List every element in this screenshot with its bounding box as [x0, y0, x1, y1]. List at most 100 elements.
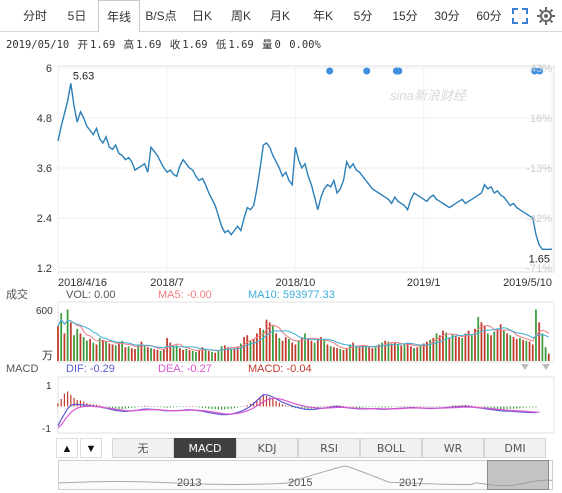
volume-bar	[422, 343, 425, 361]
indicator-tab-dmi[interactable]: DMI	[484, 438, 546, 458]
macd-hist-bar	[419, 406, 422, 407]
info-vol-label: 量	[262, 39, 273, 51]
tab-yearly-k[interactable]: 年K	[312, 9, 333, 23]
macd-hist-bar	[134, 406, 136, 408]
volume-bar	[316, 338, 319, 361]
tab-30min[interactable]: 30分	[434, 9, 460, 23]
tab-5day[interactable]: 5日	[67, 9, 87, 23]
volume-bar	[82, 337, 85, 361]
navigator-overview: 2013 2015 2017	[59, 465, 552, 489]
volume-collapse-down-icon-2[interactable]	[542, 364, 550, 370]
volume-bar	[214, 352, 217, 361]
event-marker-dot	[326, 67, 334, 75]
volume-bar	[483, 326, 486, 361]
volume-bar	[326, 344, 329, 361]
volume-bar	[397, 344, 399, 361]
macd-hist-bar	[333, 405, 335, 407]
price-pct-tick-label: -71%	[526, 263, 552, 275]
navigator-line	[59, 465, 552, 487]
tab-15min[interactable]: 15分	[392, 9, 418, 23]
max-price-label: 5.63	[73, 70, 94, 82]
macd-hist-bar	[166, 406, 168, 408]
volume-bar	[541, 333, 544, 361]
tab-monthly-k[interactable]: 月K	[269, 9, 290, 23]
macd-hist-bar	[265, 395, 268, 407]
volume-bar	[114, 345, 117, 361]
macd-hist-bar	[355, 406, 357, 408]
tab-5min[interactable]: 5分	[353, 9, 373, 23]
fullscreen-icon[interactable]	[510, 6, 530, 26]
indicator-tab-kdj[interactable]: KDJ	[236, 438, 298, 458]
event-dots	[326, 67, 544, 75]
macd-y-top: 1	[46, 381, 52, 392]
volume-bar	[63, 333, 66, 361]
time-navigator[interactable]: 2013 2015 2017	[58, 460, 553, 490]
tab-yearline[interactable]: 年线	[98, 0, 140, 33]
indicator-tab-boll[interactable]: BOLL	[360, 438, 422, 458]
volume-bar	[191, 350, 194, 361]
macd-hist-bar	[192, 406, 194, 407]
navigator-range-handle[interactable]	[487, 460, 549, 490]
price-x-tick-label: 2019/5/10	[503, 277, 552, 289]
settings-icon[interactable]	[536, 6, 556, 26]
volume-bar	[102, 339, 104, 361]
macd-hist-bar	[381, 406, 383, 408]
price-y-tick-label: 6	[46, 63, 52, 75]
volume-bar	[413, 348, 415, 361]
macd-hist-bar	[156, 406, 159, 407]
macd-hist-bar	[246, 405, 248, 407]
volume-bar	[143, 346, 146, 361]
volume-bar	[246, 335, 249, 361]
volume-y-top: 600	[36, 306, 53, 317]
macd-hist-bar	[163, 406, 165, 408]
tab-fenshi[interactable]: 分时	[22, 9, 47, 23]
tab-weekly-k[interactable]: 周K	[230, 9, 251, 23]
volume-bar	[448, 338, 451, 361]
indicator-tab-rsi[interactable]: RSI	[298, 438, 360, 458]
indicator-tab-wr[interactable]: WR	[422, 438, 484, 458]
macd-dea-line	[57, 397, 540, 429]
volume-unit: 万	[42, 350, 53, 362]
volume-bar	[262, 329, 265, 361]
macd-hist-bar	[448, 405, 450, 407]
arrow-down-button[interactable]: ▼	[80, 438, 102, 458]
macd-hist-bar	[224, 406, 226, 410]
macd-hist-bar	[57, 403, 59, 407]
volume-collapse-down-icon[interactable]	[521, 364, 529, 370]
volume-bar	[140, 341, 143, 361]
volume-bars	[57, 309, 550, 361]
volume-bar	[512, 337, 515, 361]
volume-bar	[294, 344, 297, 361]
macd-hist-bar	[230, 406, 232, 409]
macd-hist-bar	[256, 400, 258, 407]
volume-bar	[124, 347, 127, 361]
volume-bar	[95, 344, 98, 361]
volume-bar	[313, 342, 316, 361]
volume-bar	[490, 335, 492, 361]
tab-bs-points[interactable]: B/S点	[145, 9, 177, 23]
macd-hist-bar	[371, 406, 373, 407]
info-change: 0.00%	[289, 39, 321, 51]
macd-hist-bar	[240, 406, 242, 407]
macd-hist-bar	[281, 404, 284, 407]
volume-bar	[445, 332, 448, 361]
volume-bar	[236, 346, 239, 361]
volume-bar	[547, 353, 550, 361]
price-x-tick-label: 2018/4/16	[58, 277, 107, 289]
tab-60min[interactable]: 60分	[476, 9, 502, 23]
macd-hist-bar	[102, 406, 104, 407]
macd-hist-bar	[471, 405, 473, 407]
arrow-up-button[interactable]: ▲	[56, 438, 78, 458]
volume-title: 成交	[6, 287, 28, 301]
volume-bar	[467, 330, 470, 361]
price-y-tick-label: 2.4	[37, 213, 52, 225]
macd-hist-bar	[435, 406, 438, 407]
indicator-tab-none[interactable]: 无	[112, 438, 174, 458]
indicator-tab-macd[interactable]: MACD	[174, 438, 236, 458]
macd-histogram	[57, 391, 537, 410]
tab-daily-k[interactable]: 日K	[191, 9, 212, 23]
price-grid	[57, 66, 554, 272]
volume-bar	[323, 339, 326, 361]
volume-bar	[130, 348, 133, 361]
volume-bar	[259, 327, 261, 361]
